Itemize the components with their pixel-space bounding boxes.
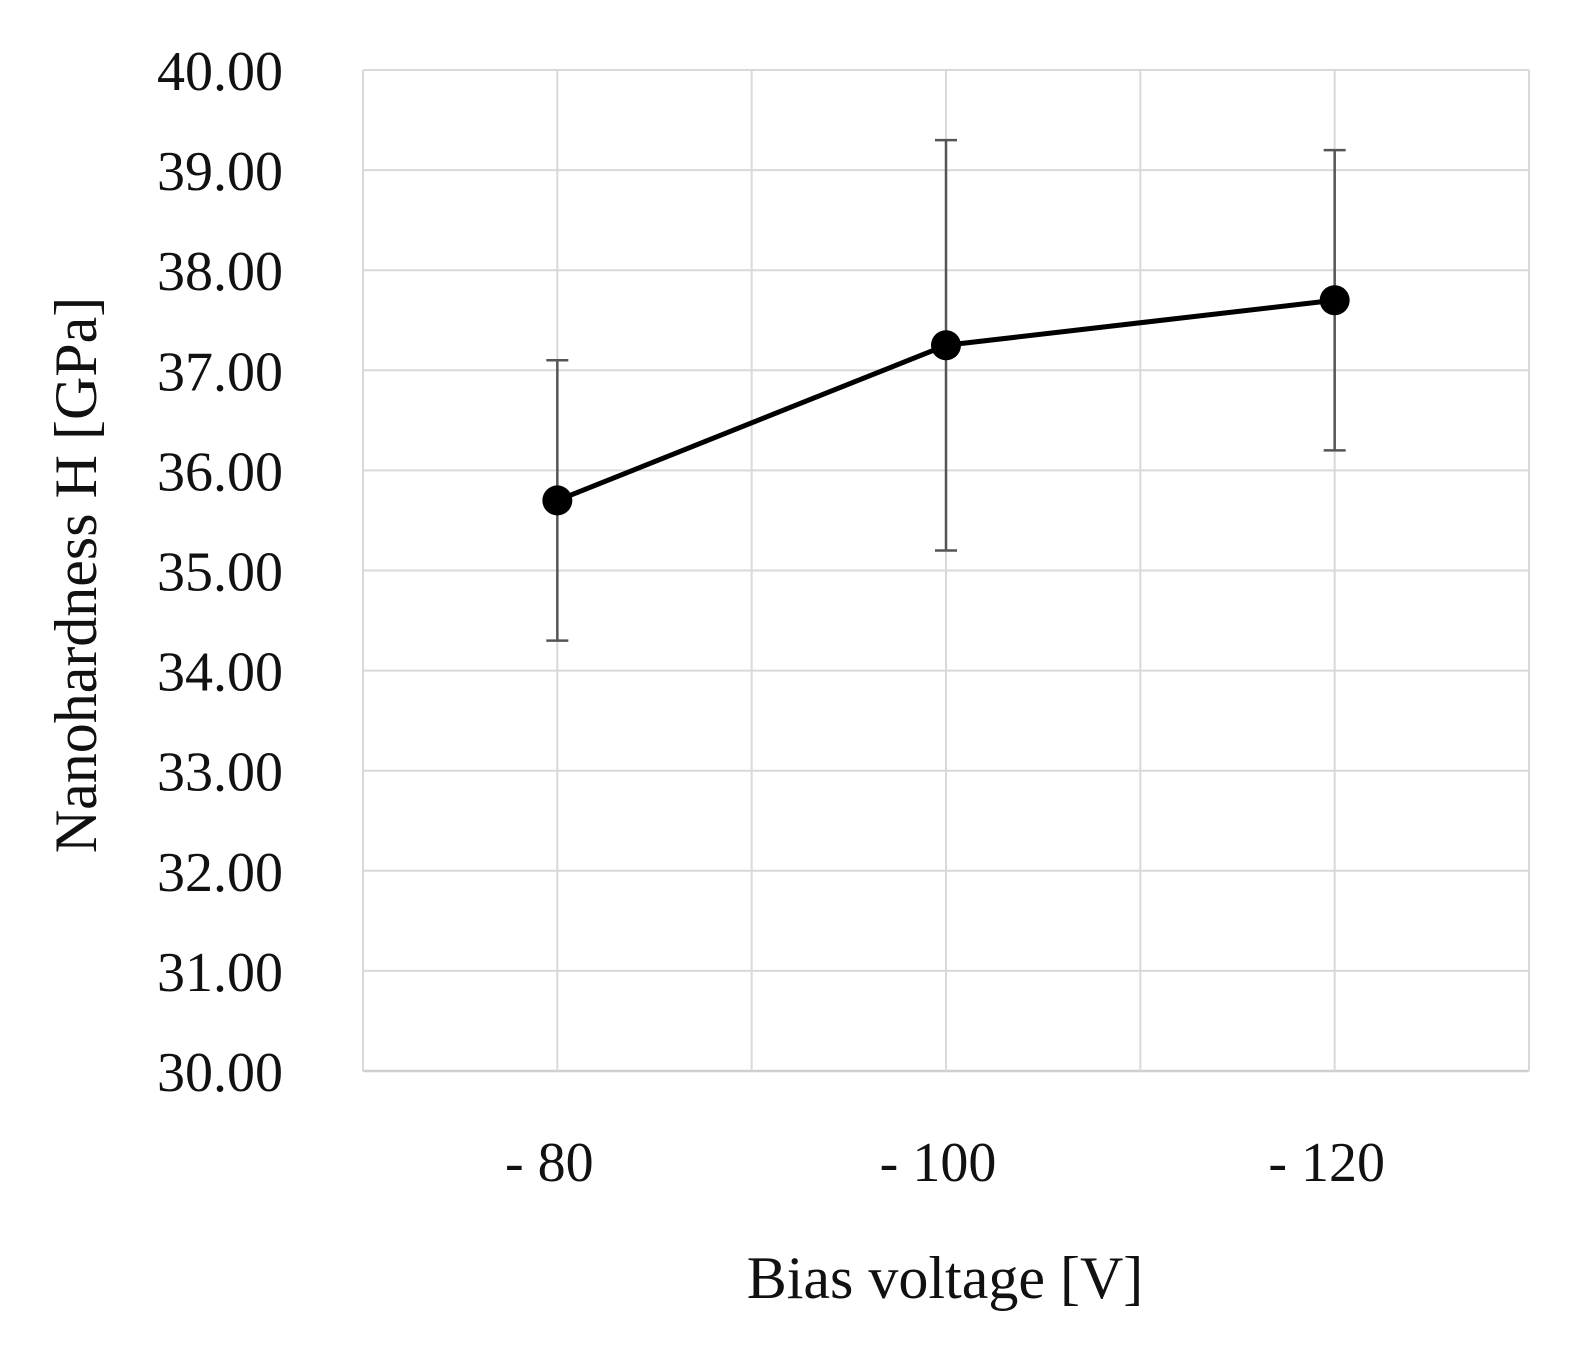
- series-group: [542, 285, 1350, 516]
- y-axis-ticks: 30.00 31.00 32.00 33.00 34.00 35.00 36.00 37.00…: [157, 41, 283, 1104]
- y-axis-title: Nanohardness H [GPa]: [43, 297, 109, 854]
- y-tick-label: 34.00: [157, 642, 283, 704]
- y-tick-label: 31.00: [157, 942, 283, 1004]
- y-tick-label: 40.00: [157, 41, 283, 103]
- data-point: [542, 485, 573, 516]
- data-point: [931, 330, 961, 361]
- x-tick-label: - 100: [880, 1132, 997, 1194]
- y-tick-label: 38.00: [157, 241, 283, 303]
- y-tick-label: 30.00: [157, 1042, 283, 1104]
- data-point: [1319, 285, 1350, 316]
- y-tick-label: 33.00: [157, 742, 283, 804]
- y-tick-label: 35.00: [157, 542, 283, 604]
- x-axis-ticks: - 80 - 100 - 120: [505, 1132, 1385, 1194]
- y-tick-label: 39.00: [157, 141, 283, 203]
- y-tick-label: 37.00: [157, 341, 283, 403]
- y-tick-label: 36.00: [157, 441, 283, 503]
- x-axis-title: Bias voltage [V]: [747, 1245, 1144, 1311]
- x-tick-label: - 80: [505, 1132, 594, 1194]
- x-tick-label: - 120: [1268, 1132, 1385, 1194]
- y-tick-label: 32.00: [157, 842, 283, 904]
